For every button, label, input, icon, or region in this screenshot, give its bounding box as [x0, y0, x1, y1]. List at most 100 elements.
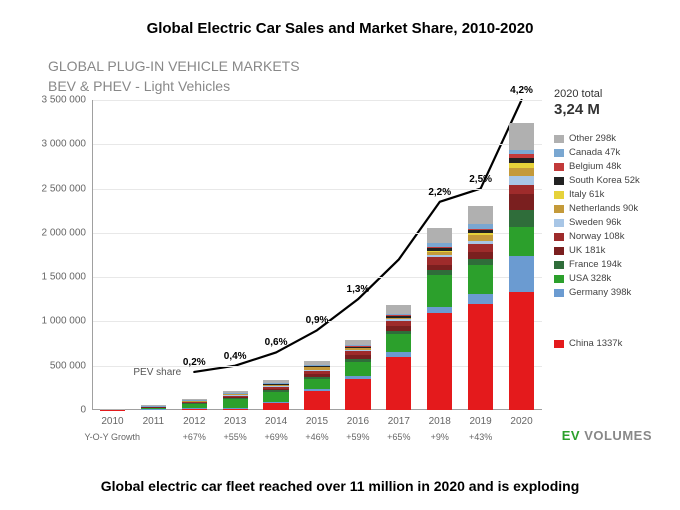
legend-label: USA 328k	[569, 273, 611, 284]
legend-swatch	[554, 247, 564, 255]
legend-swatch	[554, 340, 564, 348]
x-tick-label: 2012	[183, 416, 205, 427]
seg-Germany	[345, 376, 370, 379]
seg-Netherlands	[427, 252, 452, 254]
seg-Sweden	[345, 350, 370, 351]
seg-UK	[386, 326, 411, 330]
seg-China	[345, 379, 370, 410]
seg-France	[304, 377, 329, 379]
y-tick-label: 3 500 000	[42, 95, 87, 106]
legend-swatch	[554, 205, 564, 213]
seg-Canada	[386, 314, 411, 316]
legend-swatch	[554, 163, 564, 171]
pev-share-pct: 2,2%	[428, 187, 451, 198]
seg-Netherlands	[345, 347, 370, 349]
y-tick-label: 2 000 000	[42, 227, 87, 238]
chart-subtitle-2: BEV & PHEV - Light Vehicles	[48, 78, 230, 94]
pev-share-pct: 1,3%	[347, 284, 370, 295]
seg-Norway	[345, 351, 370, 355]
seg-UK	[468, 252, 493, 259]
x-tick-label: 2018	[429, 416, 451, 427]
x-tick-label: 2020	[510, 416, 532, 427]
seg-Sweden	[509, 176, 534, 185]
legend-label: Norway 108k	[569, 231, 624, 242]
seg-USA	[386, 334, 411, 352]
seg-Germany	[509, 256, 534, 291]
seg-Germany	[468, 294, 493, 304]
seg-Other	[223, 391, 248, 393]
legend-label: Italy 61k	[569, 189, 604, 200]
seg-Norway	[304, 371, 329, 374]
seg-Sweden	[304, 370, 329, 371]
seg-Netherlands	[304, 366, 329, 370]
seg-Other	[386, 305, 411, 314]
legend-label: South Korea 52k	[569, 175, 640, 186]
seg-Netherlands	[509, 168, 534, 176]
seg-France	[263, 390, 288, 392]
seg-Italy	[509, 163, 534, 168]
legend-label: China 1337k	[569, 338, 622, 349]
seg-UK	[509, 194, 534, 210]
legend-label: Germany 398k	[569, 287, 631, 298]
seg-Belgium	[345, 346, 370, 347]
y-axis	[92, 100, 93, 410]
total-label: 2020 total	[554, 88, 602, 101]
seg-Sweden	[263, 386, 288, 387]
y-tick-label: 1 000 000	[42, 316, 87, 327]
seg-France	[468, 259, 493, 265]
legend-swatch	[554, 275, 564, 283]
brand-part-2: VOLUMES	[580, 428, 652, 443]
legend-swatch	[554, 149, 564, 157]
seg-Netherlands	[386, 318, 411, 319]
seg-Canada	[509, 150, 534, 154]
seg-Belgium	[386, 315, 411, 316]
legend-item-Belgium: Belgium 48k	[554, 161, 640, 172]
seg-Other	[345, 340, 370, 345]
y-tick-label: 500 000	[50, 360, 86, 371]
seg-Other	[304, 361, 329, 365]
seg-Belgium	[427, 247, 452, 248]
seg-China	[386, 357, 411, 410]
seg-Netherlands	[223, 393, 248, 395]
legend-swatch	[554, 233, 564, 241]
seg-China	[304, 391, 329, 410]
seg-USA	[263, 392, 288, 403]
seg-China	[509, 292, 534, 410]
seg-Italy	[468, 233, 493, 235]
seg-SouthKorea	[427, 248, 452, 251]
pev-share-pct: 2,5%	[469, 174, 492, 185]
yoy-value: +43%	[469, 432, 492, 442]
seg-Belgium	[468, 229, 493, 231]
gridline	[92, 100, 542, 101]
legend-label: France 194k	[569, 259, 622, 270]
pev-share-pct: 0,9%	[306, 315, 329, 326]
seg-Netherlands	[263, 384, 288, 385]
seg-Canada	[263, 383, 288, 384]
legend-swatch	[554, 135, 564, 143]
seg-Sweden	[386, 319, 411, 321]
seg-Sweden	[427, 255, 452, 258]
yoy-value: +55%	[224, 432, 247, 442]
seg-China	[263, 403, 288, 410]
seg-SouthKorea	[509, 158, 534, 163]
legend-label: Belgium 48k	[569, 161, 621, 172]
x-tick-label: 2015	[306, 416, 328, 427]
main-title: Global Electric Car Sales and Market Sha…	[0, 20, 680, 37]
seg-Germany	[427, 307, 452, 313]
seg-Canada	[304, 365, 329, 366]
pev-share-pct: 0,6%	[265, 337, 288, 348]
seg-Netherlands	[468, 235, 493, 241]
legend-label: UK 181k	[569, 245, 605, 256]
x-tick-label: 2016	[347, 416, 369, 427]
yoy-growth-label: Y-O-Y Growth	[84, 432, 140, 442]
legend-item-Germany: Germany 398k	[554, 287, 640, 298]
seg-Norway	[386, 321, 411, 326]
legend-item-Netherlands: Netherlands 90k	[554, 203, 640, 214]
legend-swatch	[554, 191, 564, 199]
seg-Other	[468, 206, 493, 224]
seg-Norway	[468, 244, 493, 252]
legend-swatch	[554, 289, 564, 297]
seg-France	[345, 359, 370, 362]
chart-subtitle-1: GLOBAL PLUG-IN VEHICLE MARKETS	[48, 58, 300, 74]
x-tick-label: 2017	[388, 416, 410, 427]
